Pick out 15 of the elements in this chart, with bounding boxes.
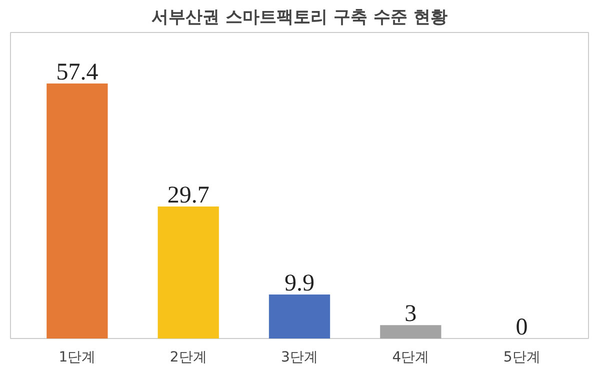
- bar: [268, 294, 330, 338]
- data-label: 9.9: [284, 270, 314, 297]
- data-label: 3: [404, 301, 417, 328]
- bar: [46, 84, 108, 338]
- x-tick-label: 1단계: [58, 350, 96, 366]
- x-tick-label: 4단계: [392, 350, 430, 366]
- data-label: 29.7: [167, 182, 210, 209]
- bar: [380, 325, 442, 338]
- chart-title: 서부산권 스마트팩토리 구축 수준 현황: [152, 8, 448, 28]
- data-label: 57.4: [56, 60, 98, 86]
- data-label: 0: [516, 314, 528, 340]
- x-tick-label: 2단계: [170, 350, 207, 366]
- x-tick-label: 3단계: [281, 350, 318, 366]
- x-tick-label: 5단계: [503, 350, 540, 366]
- bar: [158, 206, 219, 338]
